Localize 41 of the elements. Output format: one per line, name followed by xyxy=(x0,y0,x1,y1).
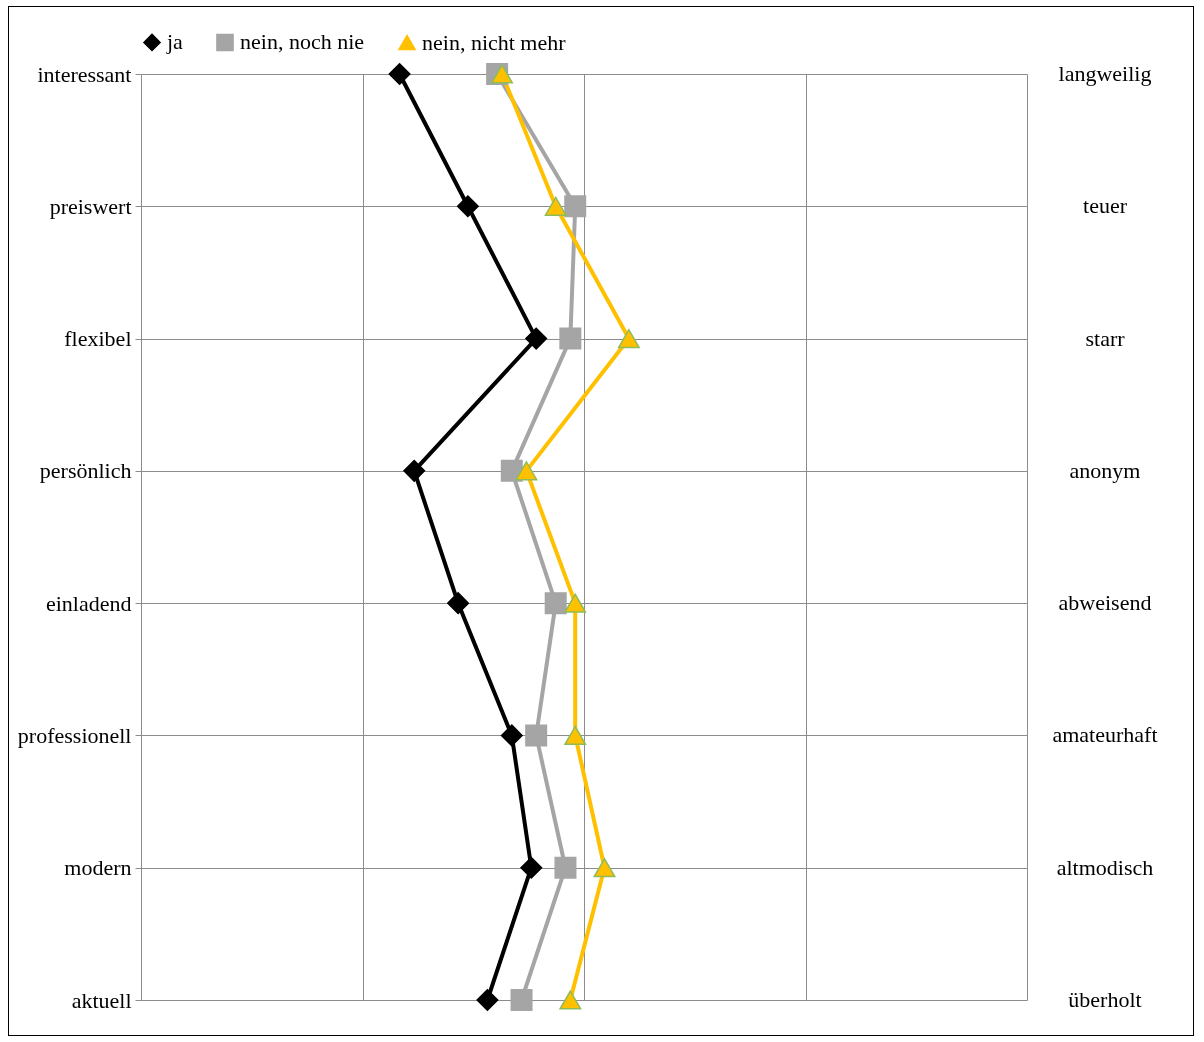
point xyxy=(564,195,587,218)
point xyxy=(525,724,548,747)
legend-label: nein, nicht mehr xyxy=(422,29,567,55)
y2-tick-label: altmodisch xyxy=(1056,854,1154,880)
point xyxy=(476,989,499,1011)
point xyxy=(554,856,577,879)
point xyxy=(515,461,538,481)
point xyxy=(510,989,533,1011)
point xyxy=(447,592,470,615)
y2-tick-label: abweisend xyxy=(1058,590,1152,616)
y-tick-label: einladend xyxy=(45,590,132,616)
legend-label: ja xyxy=(166,29,184,55)
point xyxy=(491,64,514,84)
y2-tick-label: starr xyxy=(1085,325,1126,351)
y-tick-label: persönlich xyxy=(39,458,132,484)
y-tick-label: modern xyxy=(64,855,132,881)
point xyxy=(500,724,523,747)
y-tick-label: interessant xyxy=(37,61,132,87)
point xyxy=(388,63,411,85)
legend-label: nein, noch nie xyxy=(240,29,365,55)
point xyxy=(544,592,567,615)
point xyxy=(544,196,567,216)
y2-tick-label: amateurhaft xyxy=(1052,722,1158,748)
point xyxy=(520,856,543,879)
point xyxy=(593,858,616,878)
point xyxy=(456,195,479,218)
y-tick-label: preiswert xyxy=(49,193,132,219)
y-tick-label: flexibel xyxy=(64,326,132,352)
point xyxy=(564,725,587,746)
point xyxy=(564,593,587,613)
point xyxy=(559,327,582,350)
y2-tick-label: anonym xyxy=(1069,457,1141,483)
y2-tick-label: teuer xyxy=(1083,193,1128,219)
point xyxy=(617,328,640,349)
y2-tick-label: langweilig xyxy=(1058,61,1152,86)
y-tick-label: aktuell xyxy=(71,987,132,1013)
y2-tick-label: überholt xyxy=(1068,987,1142,1012)
point xyxy=(403,459,426,482)
y-tick-label: professionell xyxy=(17,722,132,748)
point xyxy=(525,327,548,350)
point xyxy=(559,990,582,1010)
